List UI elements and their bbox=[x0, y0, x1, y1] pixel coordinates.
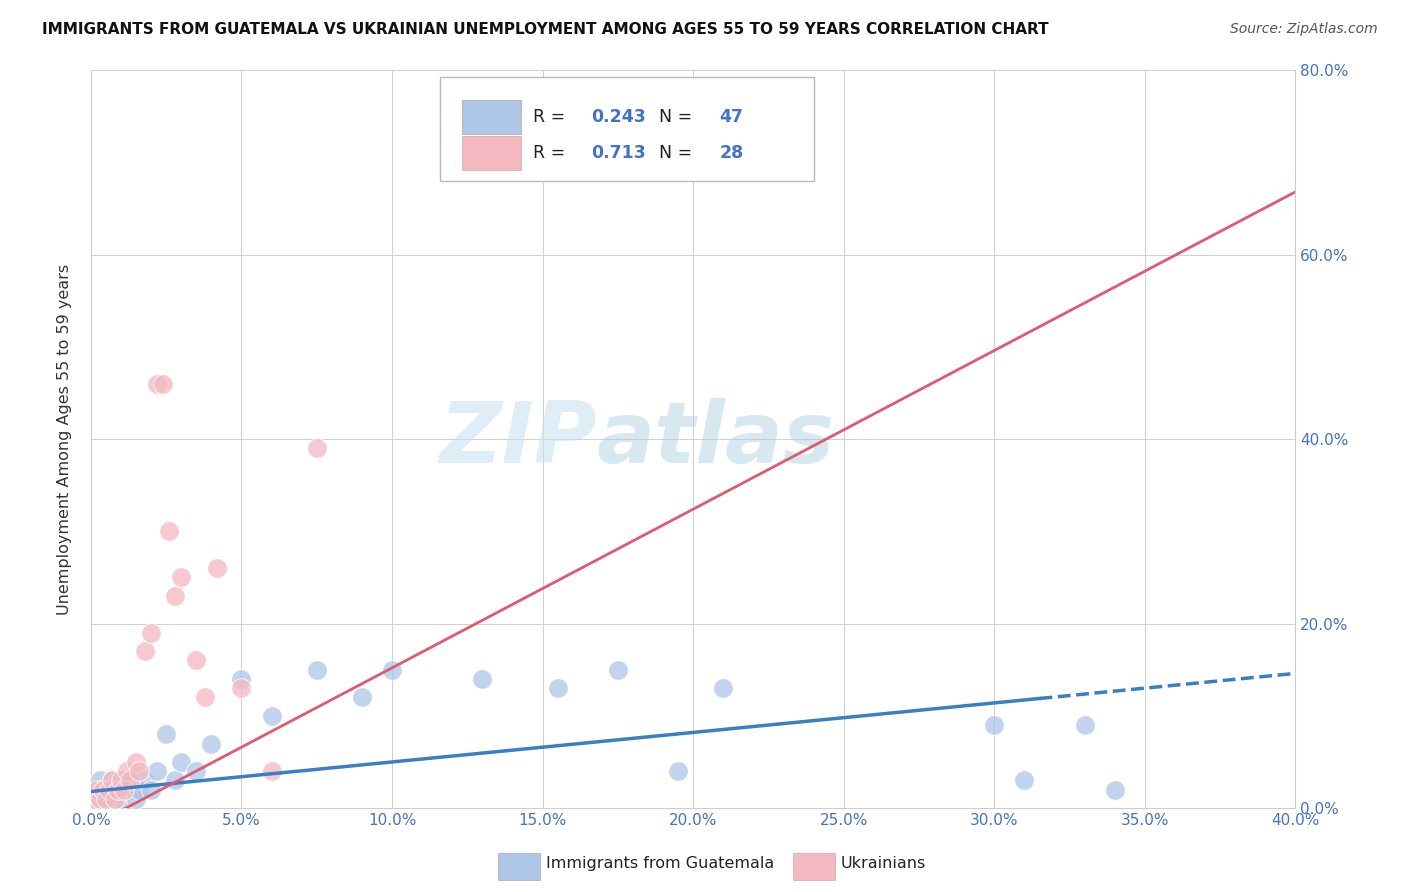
Point bbox=[110, 782, 132, 797]
Point bbox=[94, 792, 117, 806]
Text: R =: R = bbox=[533, 108, 571, 126]
Point bbox=[112, 773, 135, 788]
Point bbox=[98, 782, 121, 797]
Point bbox=[120, 773, 142, 788]
Point bbox=[89, 792, 111, 806]
Text: 47: 47 bbox=[720, 108, 744, 126]
Text: 0.243: 0.243 bbox=[591, 108, 645, 126]
Point bbox=[260, 764, 283, 779]
Text: Immigrants from Guatemala: Immigrants from Guatemala bbox=[546, 856, 773, 871]
Point bbox=[107, 782, 129, 797]
Point bbox=[107, 782, 129, 797]
Point bbox=[115, 782, 138, 797]
Point bbox=[711, 681, 734, 695]
Point bbox=[104, 792, 127, 806]
Point bbox=[91, 782, 114, 797]
Point bbox=[86, 782, 108, 797]
Point bbox=[471, 672, 494, 686]
Point bbox=[94, 782, 117, 797]
Point bbox=[83, 792, 105, 806]
Text: R =: R = bbox=[533, 145, 571, 162]
Point bbox=[146, 376, 169, 391]
Point bbox=[547, 681, 569, 695]
Point bbox=[146, 764, 169, 779]
Point bbox=[128, 764, 150, 779]
Text: 28: 28 bbox=[720, 145, 744, 162]
FancyBboxPatch shape bbox=[440, 78, 814, 181]
Point bbox=[112, 782, 135, 797]
Point bbox=[1014, 773, 1036, 788]
Point bbox=[101, 773, 124, 788]
Point bbox=[305, 663, 328, 677]
Y-axis label: Unemployment Among Ages 55 to 59 years: Unemployment Among Ages 55 to 59 years bbox=[58, 263, 72, 615]
Point bbox=[107, 773, 129, 788]
Text: 0.713: 0.713 bbox=[591, 145, 645, 162]
Point bbox=[110, 792, 132, 806]
Point bbox=[86, 782, 108, 797]
Point bbox=[165, 773, 187, 788]
Point bbox=[98, 782, 121, 797]
Point bbox=[89, 773, 111, 788]
Point bbox=[104, 792, 127, 806]
Text: Source: ZipAtlas.com: Source: ZipAtlas.com bbox=[1230, 22, 1378, 37]
Point bbox=[125, 792, 148, 806]
Text: N =: N = bbox=[659, 145, 699, 162]
Point bbox=[134, 773, 156, 788]
Text: IMMIGRANTS FROM GUATEMALA VS UKRAINIAN UNEMPLOYMENT AMONG AGES 55 TO 59 YEARS CO: IMMIGRANTS FROM GUATEMALA VS UKRAINIAN U… bbox=[42, 22, 1049, 37]
Point bbox=[110, 773, 132, 788]
Point bbox=[89, 792, 111, 806]
Point bbox=[122, 782, 145, 797]
Point bbox=[83, 792, 105, 806]
Point bbox=[120, 773, 142, 788]
Point bbox=[350, 690, 373, 705]
Point bbox=[165, 589, 187, 603]
Point bbox=[94, 792, 117, 806]
Text: Ukrainians: Ukrainians bbox=[841, 856, 927, 871]
Point bbox=[125, 755, 148, 769]
Point bbox=[86, 792, 108, 806]
Point bbox=[186, 764, 208, 779]
Point bbox=[155, 727, 177, 741]
Point bbox=[91, 792, 114, 806]
Point bbox=[983, 718, 1005, 732]
Point bbox=[231, 681, 253, 695]
Point bbox=[115, 764, 138, 779]
Point bbox=[91, 782, 114, 797]
Point bbox=[1104, 782, 1126, 797]
Text: N =: N = bbox=[659, 108, 699, 126]
Point bbox=[200, 737, 222, 751]
Point bbox=[141, 625, 163, 640]
Point bbox=[134, 644, 156, 658]
Point bbox=[170, 755, 193, 769]
Point bbox=[606, 663, 628, 677]
Point bbox=[305, 442, 328, 456]
Point bbox=[1073, 718, 1095, 732]
Point bbox=[157, 524, 180, 539]
Text: atlas: atlas bbox=[596, 398, 835, 481]
Point bbox=[141, 782, 163, 797]
Point bbox=[104, 782, 127, 797]
Text: ZIP: ZIP bbox=[439, 398, 596, 481]
Point bbox=[666, 764, 689, 779]
Point bbox=[260, 708, 283, 723]
Point bbox=[101, 773, 124, 788]
Point bbox=[101, 782, 124, 797]
FancyBboxPatch shape bbox=[463, 136, 522, 170]
FancyBboxPatch shape bbox=[463, 100, 522, 134]
Point bbox=[381, 663, 404, 677]
Point bbox=[98, 792, 121, 806]
Point bbox=[231, 672, 253, 686]
Point bbox=[194, 690, 217, 705]
Point bbox=[186, 653, 208, 667]
Point bbox=[207, 561, 229, 575]
Point bbox=[152, 376, 174, 391]
Point bbox=[128, 782, 150, 797]
Point bbox=[170, 570, 193, 584]
